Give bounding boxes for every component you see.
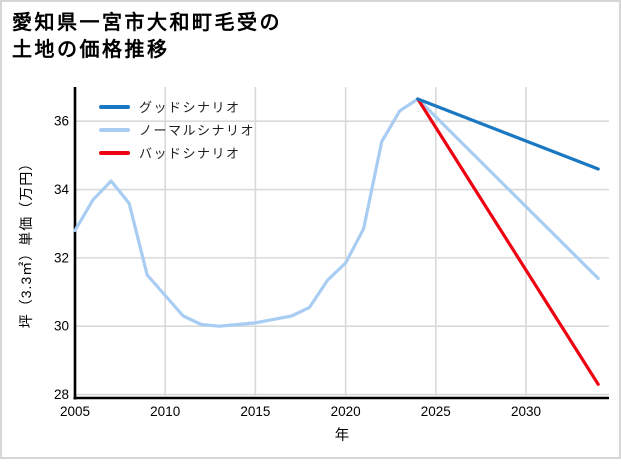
legend-item-good-scenario: グッドシナリオ <box>99 95 255 118</box>
chart-legend: グッドシナリオ ノーマルシナリオ バッドシナリオ <box>99 95 255 164</box>
x-tick-label-2025: 2025 <box>421 404 451 419</box>
y-tick-label-28: 28 <box>54 387 69 402</box>
y-tick-label-34: 34 <box>54 182 70 197</box>
legend-label-normal-scenario: ノーマルシナリオ <box>139 123 256 138</box>
chart-title-line-2: 土地の価格推移 <box>12 39 170 61</box>
good-scenario-line <box>416 97 600 171</box>
chart-title-line-1: 愛知県一宮市大和町毛受の <box>12 12 282 34</box>
bad-scenario-line-swatch <box>99 150 130 155</box>
good-scenario-line-swatch <box>99 104 130 109</box>
x-axis-label: 年 <box>335 427 350 444</box>
x-tick-label-2030: 2030 <box>511 404 541 419</box>
y-tick-label-36: 36 <box>54 114 69 129</box>
y-tick-label-30: 30 <box>54 319 69 334</box>
y-tick-label-32: 32 <box>54 250 69 265</box>
x-tick-label-2015: 2015 <box>240 404 270 419</box>
price-trend-chart: 2005 2010 2015 2020 2025 2030 28 30 32 34 36 年 <box>54 87 609 444</box>
legend-label-bad-scenario: バッドシナリオ <box>139 146 241 161</box>
x-tick-label-2020: 2020 <box>331 404 361 419</box>
x-tick-label-2010: 2010 <box>150 404 180 419</box>
normal-scenario-line-swatch <box>99 127 130 132</box>
x-tick-label-2005: 2005 <box>60 404 90 419</box>
legend-item-normal-scenario: ノーマルシナリオ <box>99 118 255 141</box>
legend-label-good-scenario: グッドシナリオ <box>139 100 241 115</box>
legend-item-bad-scenario: バッドシナリオ <box>99 141 255 164</box>
normal-scenario-line <box>73 97 600 328</box>
chart-title: 愛知県一宮市大和町毛受の 土地の価格推移 <box>12 10 282 64</box>
bad-scenario-line <box>416 97 600 386</box>
